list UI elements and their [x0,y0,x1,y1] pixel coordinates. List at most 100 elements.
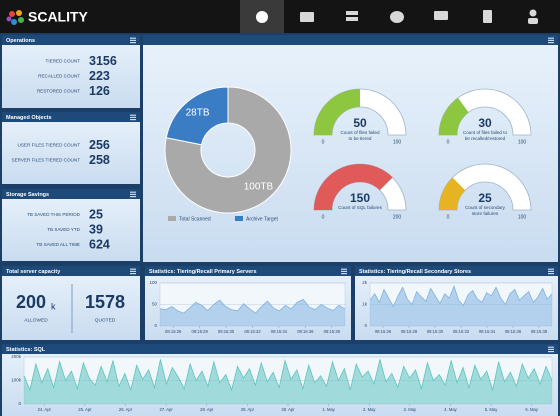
menu-icon-line [130,119,136,121]
pie-slice [165,86,229,146]
x-tick-label: 08:15:32 [244,329,261,334]
gauge-number: 25 [478,191,492,205]
pie-slice [164,86,292,214]
menu-icon-line [130,42,136,44]
menu-icon-line [130,270,136,272]
stat-label: RESTORED COUNT [37,89,80,94]
menu-icon-line [130,114,136,116]
gauge-caption: Count of files failed [340,130,380,135]
gauge-tick-label: 100 [518,214,527,220]
line [159,298,346,314]
y-tick-label: 2k [362,280,368,285]
x-tick-label: 08:15:30 [218,329,235,334]
nav-icons[interactable] [256,9,538,25]
x-tick-label: 30. Apr [281,407,295,412]
menu-icon-line [548,39,554,41]
menu-icon-line [548,273,554,275]
stat-value: 25 [89,207,103,221]
gauge-value [314,89,360,135]
stat-value: 3156 [89,54,117,68]
gauge-tick-label: 0 [447,214,450,220]
gauge-caption: Count of secondary [465,205,506,210]
gauge-caption: store failures [472,211,499,216]
x-tick-label: 27. Apr [160,407,174,412]
panel-title: Total server capacity [6,269,61,275]
panel-header [2,112,140,122]
gauge-track [438,163,532,211]
stat-value: 126 [89,84,110,98]
panel-title: Operations [6,38,35,44]
gauge-tick-label: 200 [393,214,402,220]
logo: SCALITY [28,9,89,25]
menu-icon-line [341,270,347,272]
stat-value: 223 [89,69,110,83]
x-tick-label: 24. Apr [38,407,52,412]
stat-label: TIERED COUNT [46,59,81,64]
legend-swatch [168,216,176,221]
slice-label: 100TB [244,182,274,193]
capacity-unit: k [51,301,56,311]
menu-icon-line [548,270,554,272]
slice-label: 28TB [186,108,210,119]
panel-header [2,266,140,276]
gauge-tick-label: 100 [518,139,527,145]
gauge-value [439,97,469,135]
menu-icon-line [341,268,347,270]
x-tick-label: 2. May [363,407,376,412]
logo-mark [6,10,24,25]
panel-title: Managed Objects [6,115,52,121]
panel-title: Statistics: Tiering/Recall Primary Serve… [149,269,257,275]
gauge-tick-label: 0 [447,139,450,145]
menu-icon-line [548,37,554,39]
y-tick-label: 0 [154,323,157,328]
line [23,358,553,392]
x-tick-label: 08:15:38 [324,329,341,334]
x-tick-label: 08:15:36 [297,329,314,334]
menu-icon-line [130,37,136,39]
panel-body [143,35,558,262]
menu-icon-line [341,273,347,275]
menu-icon-line [130,193,136,195]
panel-body [2,112,140,184]
x-tick-label: 08:15:34 [479,329,496,334]
menu-icon-line [130,39,136,41]
gauge-caption: be recalled/restored [465,136,506,141]
line [369,285,553,308]
stat-label: TB SAVED THIS PERIOD [27,212,81,217]
capacity-allowed-label: ALLOWED [24,317,48,323]
panel-body [2,189,140,261]
y-tick-label: 0 [18,401,21,406]
x-tick-label: 08:15:36 [505,329,522,334]
x-tick-label: 26. Apr [119,407,133,412]
capacity-quoted-label: QUOTED [95,317,116,323]
stat-label: TB SAVED YTD [47,227,80,232]
panel-header [2,35,140,45]
panel-body [2,266,140,340]
x-tick-label: 3. May [404,407,417,412]
panel-header [355,266,558,276]
x-tick-label: 08:15:30 [427,329,444,334]
y-tick-label: 100k [11,378,22,383]
legend-swatch [235,216,243,221]
panel-title: Storage Savings [6,192,49,198]
x-tick-label: 08:15:34 [271,329,288,334]
panel-body [2,35,140,108]
stat-label: SERVER FILES TIERED COUNT [12,158,81,163]
x-tick-label: 08:15:38 [531,329,548,334]
x-tick-label: 08:15:26 [165,329,182,334]
x-tick-label: 08:15:26 [375,329,392,334]
x-tick-label: 6. May [525,407,538,412]
area [160,299,345,326]
area [24,359,552,404]
gauge-caption: Count of files failed to [463,130,508,135]
gauge-tick-label: 0 [322,139,325,145]
panel-title: Statistics: Tiering/Recall Secondary Sto… [359,269,471,275]
y-tick-label: 200k [11,354,22,359]
panel-header [145,266,351,276]
stat-label: RECALLED COUNT [38,74,80,79]
x-tick-label: 29. Apr [241,407,255,412]
menu-icon-line [548,351,554,353]
gauge-tick-label: 0 [322,214,325,220]
